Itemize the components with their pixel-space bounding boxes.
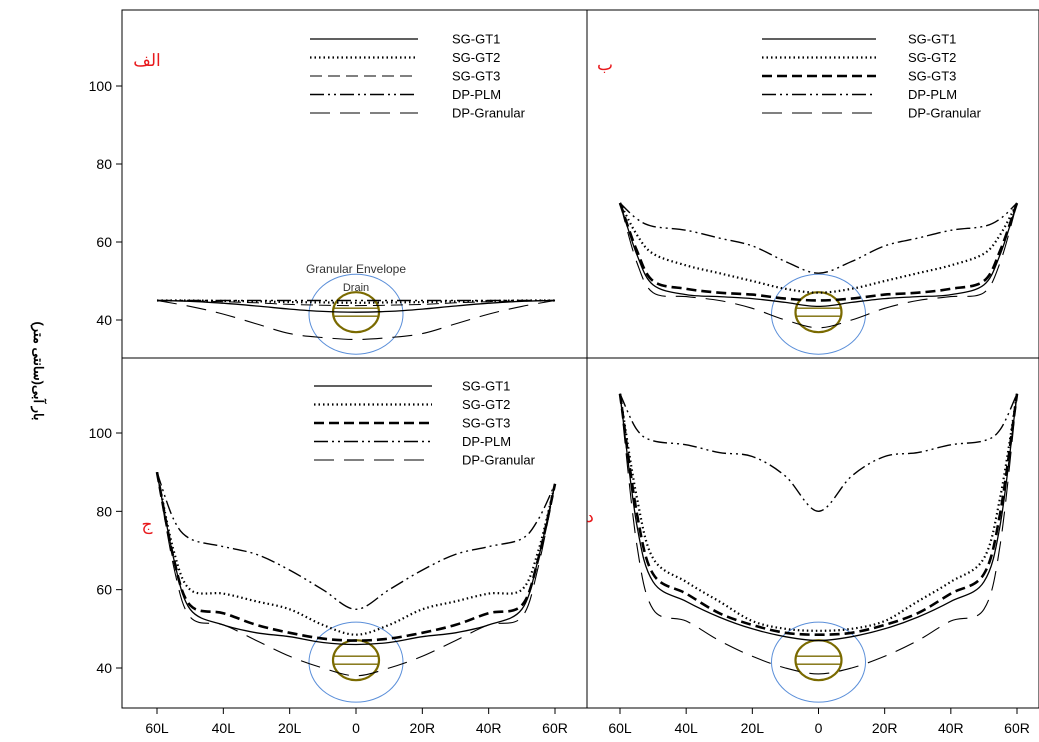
y-tick-label-bottom: 80: [96, 503, 112, 519]
series-line-sg-gt2: [618, 393, 1019, 632]
legend-label: SG-GT1: [452, 32, 500, 47]
x-tick-label: 60L: [145, 720, 169, 736]
series-line-dp-plm: [156, 471, 556, 611]
drain-circle: [794, 291, 843, 334]
y-axis: 40 60 80 100 40 60 80 100: [89, 78, 122, 676]
x-tick-label: 40R: [938, 720, 964, 736]
legend-label: SG-GT3: [462, 416, 510, 431]
drain-circle: [331, 639, 381, 682]
y-tick-label-top: 40: [96, 312, 112, 328]
legend-label: DP-PLM: [452, 87, 501, 102]
legend-label: SG-GT2: [908, 50, 956, 65]
y-tick-label-top: 100: [89, 78, 113, 94]
series-line-dp-granular: [156, 472, 556, 677]
panel-4: د: [586, 393, 1019, 703]
annotation-drain: Drain: [343, 282, 369, 294]
series-line-sg-gt1: [156, 299, 556, 313]
y-tick-label-top: 60: [96, 234, 112, 250]
x-tick-label: 20R: [409, 720, 435, 736]
x-tick-label: 60R: [542, 720, 568, 736]
series-line-dp-granular: [619, 393, 1018, 675]
legend-label: DP-Granular: [908, 106, 982, 121]
x-tick-label: 60R: [1004, 720, 1030, 736]
legend: SG-GT1 SG-GT2 SG-GT3 DP-PLM DP-Granular: [762, 32, 982, 121]
series-line-dp-granular: [619, 202, 1018, 329]
granular-envelope-circle: [771, 621, 866, 703]
legend-label: DP-Granular: [452, 106, 526, 121]
y-tick-label-bottom: 100: [89, 425, 113, 441]
x-tick-label: 20L: [741, 720, 765, 736]
series-line-dp-plm: [619, 202, 1018, 274]
series-line-sg-gt1: [619, 393, 1018, 642]
legend-label: SG-GT1: [908, 32, 956, 47]
legend-label: DP-PLM: [908, 87, 957, 102]
series-line-sg-gt3: [156, 300, 556, 307]
legend-label: SG-GT2: [462, 397, 510, 412]
series-line-sg-gt2: [155, 471, 557, 636]
panel-2: ب SG-GT1 SG-GT2 SG-GT3 DP-PLM DP-Granular: [597, 32, 1019, 355]
x-tick-label: 20R: [872, 720, 898, 736]
x-tick-label: 0: [815, 720, 823, 736]
legend-label: DP-PLM: [462, 434, 511, 449]
panel-label: ب: [597, 55, 613, 74]
granular-envelope-circle: [308, 273, 404, 355]
legend: SG-GT1 SG-GT2 SG-GT3 DP-PLM DP-Granular: [310, 32, 526, 121]
x-axis: 60L 40L 20L 0 20R 40R 60R 60L 40L 20L 0 20R 40R 60R: [145, 708, 1030, 736]
series-line-dp-plm: [619, 393, 1018, 513]
granular-envelope-circle: [771, 273, 866, 355]
panel-frames: [121, 9, 1039, 709]
outer-frame: [121, 9, 1039, 709]
x-tick-label: 0: [352, 720, 360, 736]
series-line-sg-gt3: [618, 393, 1019, 637]
series-line-dp-granular: [156, 299, 556, 341]
x-tick-label: 40L: [674, 720, 698, 736]
series-line-sg-gt3: [618, 202, 1019, 302]
panel-label: الف: [133, 51, 161, 70]
y-tick-label-top: 80: [96, 156, 112, 172]
series-line-sg-gt2: [156, 299, 556, 304]
panel-label: ج: [142, 515, 153, 535]
plot-area: Granular EnvelopeDrainالفSG-GT1SG-GT2SG-…: [133, 32, 1019, 703]
panel-label: د: [586, 507, 594, 526]
x-tick-label: 20L: [278, 720, 302, 736]
legend: SG-GT1 SG-GT2 SG-GT3 DP-PLM DP-Granular: [314, 379, 536, 468]
y-tick-label-bottom: 60: [96, 582, 112, 598]
legend-label: SG-GT3: [452, 69, 500, 84]
legend-label: SG-GT3: [908, 69, 956, 84]
panel-1: Granular EnvelopeDrainالفSG-GT1SG-GT2SG-…: [133, 32, 556, 355]
y-axis-label: بار آبی(سانتی متر): [30, 321, 47, 420]
legend-label: SG-GT2: [452, 50, 500, 65]
series-line-sg-gt3: [155, 471, 557, 642]
annotation-envelope: Granular Envelope: [306, 262, 406, 276]
x-tick-label: 40R: [476, 720, 502, 736]
x-tick-label: 40L: [212, 720, 236, 736]
y-tick-label-bottom: 40: [96, 660, 112, 676]
series-line-sg-gt1: [619, 202, 1018, 308]
x-tick-label: 60L: [608, 720, 632, 736]
granular-envelope-circle: [308, 621, 404, 703]
legend-label: DP-Granular: [462, 453, 536, 468]
series-line-sg-gt2: [619, 202, 1018, 294]
legend-label: SG-GT1: [462, 379, 510, 394]
panel-3: ج SG-GT1 SG-GT2 SG-GT3 DP-PLM DP-Granular: [142, 379, 557, 703]
series-line-sg-gt1: [156, 472, 556, 646]
